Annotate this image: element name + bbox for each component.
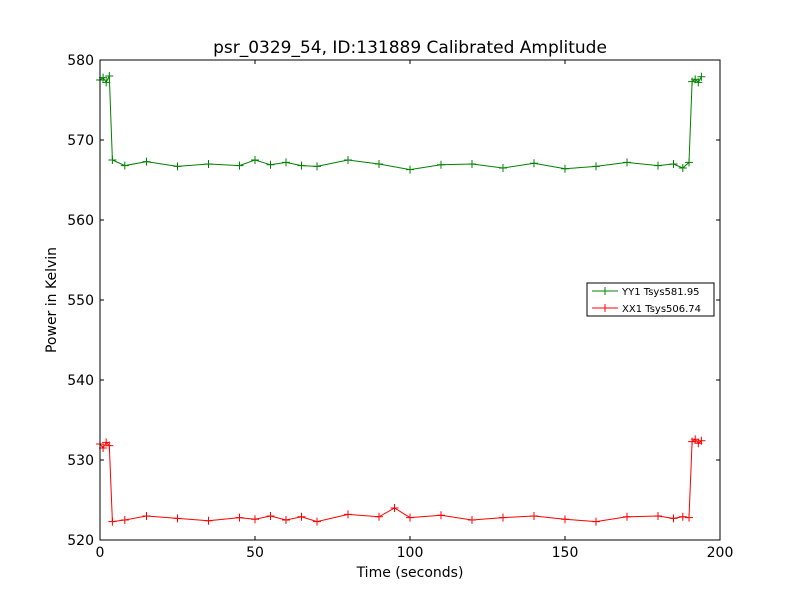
data-point (592, 517, 600, 526)
data-point (266, 512, 275, 520)
data-point (204, 516, 213, 525)
data-point (282, 158, 290, 167)
legend-label: YY1 Tsys581.95 (621, 287, 700, 298)
data-point (669, 514, 678, 523)
series-1 (96, 72, 706, 174)
legend-box (586, 282, 715, 317)
series-line (99, 438, 702, 523)
data-point (142, 512, 151, 520)
legend-entry: YY1 Tsys581.95 (592, 287, 700, 298)
tick-layer: 0 50 100 150 200 520 530 540 550 560 570 580 (67, 53, 733, 561)
data-point (251, 156, 259, 164)
data-point (669, 160, 678, 168)
y-tick-label: 530 (67, 453, 94, 469)
data-point (120, 516, 129, 524)
data-point (105, 72, 114, 80)
data-point (561, 515, 569, 524)
data-point (120, 161, 129, 170)
legend-label: XX1 Tsys506.74 (622, 304, 701, 315)
data-point (678, 164, 687, 172)
data-point (390, 504, 399, 512)
data-point (697, 436, 706, 445)
data-point (623, 512, 631, 521)
data-point (266, 160, 275, 169)
y-tick-label: 550 (67, 293, 94, 309)
data-point (592, 162, 600, 171)
data-point (108, 156, 117, 164)
data-point (375, 512, 383, 521)
data-point (499, 513, 507, 522)
data-point (685, 158, 693, 167)
data-point (282, 516, 290, 524)
data-point (437, 511, 445, 520)
legend-entry: XX1 Tsys506.74 (592, 304, 701, 315)
data-point (694, 78, 703, 87)
legend: YY1 Tsys581.95 XX1 Tsys506.74 (586, 282, 715, 317)
data-point (561, 164, 569, 173)
data-point (173, 162, 182, 171)
data-point (344, 510, 352, 519)
data-point (437, 160, 445, 169)
data-point (654, 161, 662, 170)
data-point (685, 513, 693, 522)
x-tick-label: 200 (707, 545, 734, 561)
data-point (313, 517, 321, 526)
data-point (468, 160, 476, 168)
data-point (406, 165, 414, 174)
data-point (173, 514, 182, 523)
data-point (678, 512, 687, 521)
data-point (313, 162, 321, 171)
y-tick-label: 520 (67, 533, 94, 549)
y-tick-label: 560 (67, 213, 94, 229)
data-point (251, 515, 259, 524)
y-axis-label: Power in Kelvin (44, 247, 60, 353)
legend-swatch (592, 304, 618, 312)
x-tick-label: 100 (397, 545, 424, 561)
data-point (344, 156, 352, 164)
series-2 (96, 435, 706, 526)
data-point (102, 78, 111, 87)
data-point (235, 161, 244, 170)
chart-title: psr_0329_54, ID:131889 Calibrated Amplit… (213, 38, 607, 58)
data-point (235, 513, 244, 522)
data-point (530, 159, 538, 168)
x-tick-label: 0 (96, 545, 105, 561)
data-point (142, 157, 151, 166)
data-point (105, 441, 114, 450)
y-tick-label: 570 (67, 133, 94, 149)
series-layer (96, 72, 706, 526)
data-point (204, 160, 213, 168)
x-axis-label: Time (seconds) (356, 565, 464, 581)
x-tick-label: 150 (552, 545, 579, 561)
data-point (499, 164, 507, 172)
data-point (623, 158, 631, 167)
data-point (468, 516, 476, 524)
data-point (375, 160, 383, 168)
data-point (697, 72, 706, 81)
data-point (297, 161, 306, 170)
data-point (654, 512, 662, 520)
legend-swatch (592, 287, 618, 295)
data-point (108, 517, 117, 526)
y-tick-label: 580 (67, 53, 94, 69)
x-tick-label: 50 (246, 545, 264, 561)
data-point (530, 512, 538, 520)
y-tick-label: 540 (67, 373, 94, 389)
data-point (297, 512, 306, 521)
data-point (406, 513, 414, 522)
